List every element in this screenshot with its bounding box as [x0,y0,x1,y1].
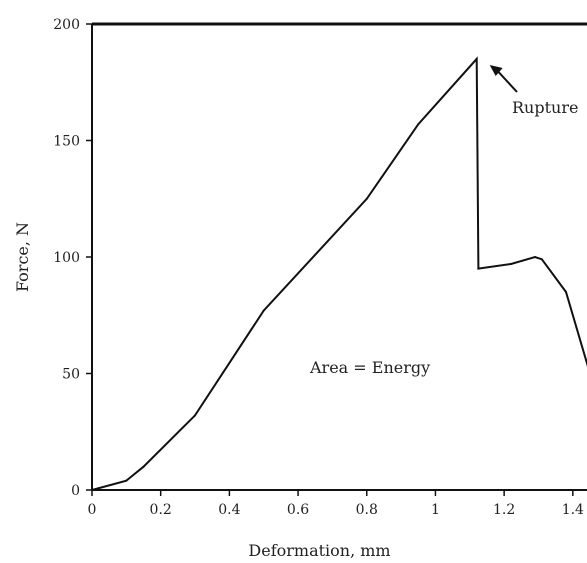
rupture-annotation: Rupture [512,98,578,117]
x-axis-title: Deformation, mm [248,541,390,560]
x-axis: 0 0.2 0.4 0.6 0.8 1 1.2 1.4 [88,490,584,518]
y-tick-label: 50 [62,367,80,383]
y-tick-label: 200 [53,17,80,33]
x-tick-label: 0 [88,502,97,518]
x-tick-label: 0.2 [150,502,172,518]
x-tick-label: 1 [431,502,440,518]
y-tick-label: 0 [71,483,80,499]
area-energy-annotation: Area = Energy [309,358,430,377]
data-point [194,414,197,417]
rupture-arrow-icon [495,69,518,93]
data-point [417,123,420,126]
force-deformation-line [91,56,587,491]
y-axis: 0 50 100 150 200 [53,17,92,499]
series-points [91,57,567,491]
x-tick-label: 0.8 [356,502,378,518]
data-point [510,262,513,265]
rupture-arrowhead-icon [489,64,503,76]
x-tick-label: 0.4 [218,502,240,518]
data-point [475,57,478,60]
y-tick-label: 100 [53,250,80,266]
x-tick-label: 0.6 [287,502,309,518]
x-tick-label: 1.2 [493,502,515,518]
y-axis-title: Force, N [13,222,32,292]
data-point [540,258,543,261]
data-point [91,489,93,491]
y-tick-label: 150 [53,134,80,150]
data-point [534,256,537,258]
data-point [477,267,480,270]
data-point [365,197,368,200]
x-tick-label: 1.4 [562,502,584,518]
data-point [125,479,128,482]
data-point [142,465,145,468]
data-point [262,309,265,312]
plot-frame [91,22,587,491]
data-point [564,290,567,293]
